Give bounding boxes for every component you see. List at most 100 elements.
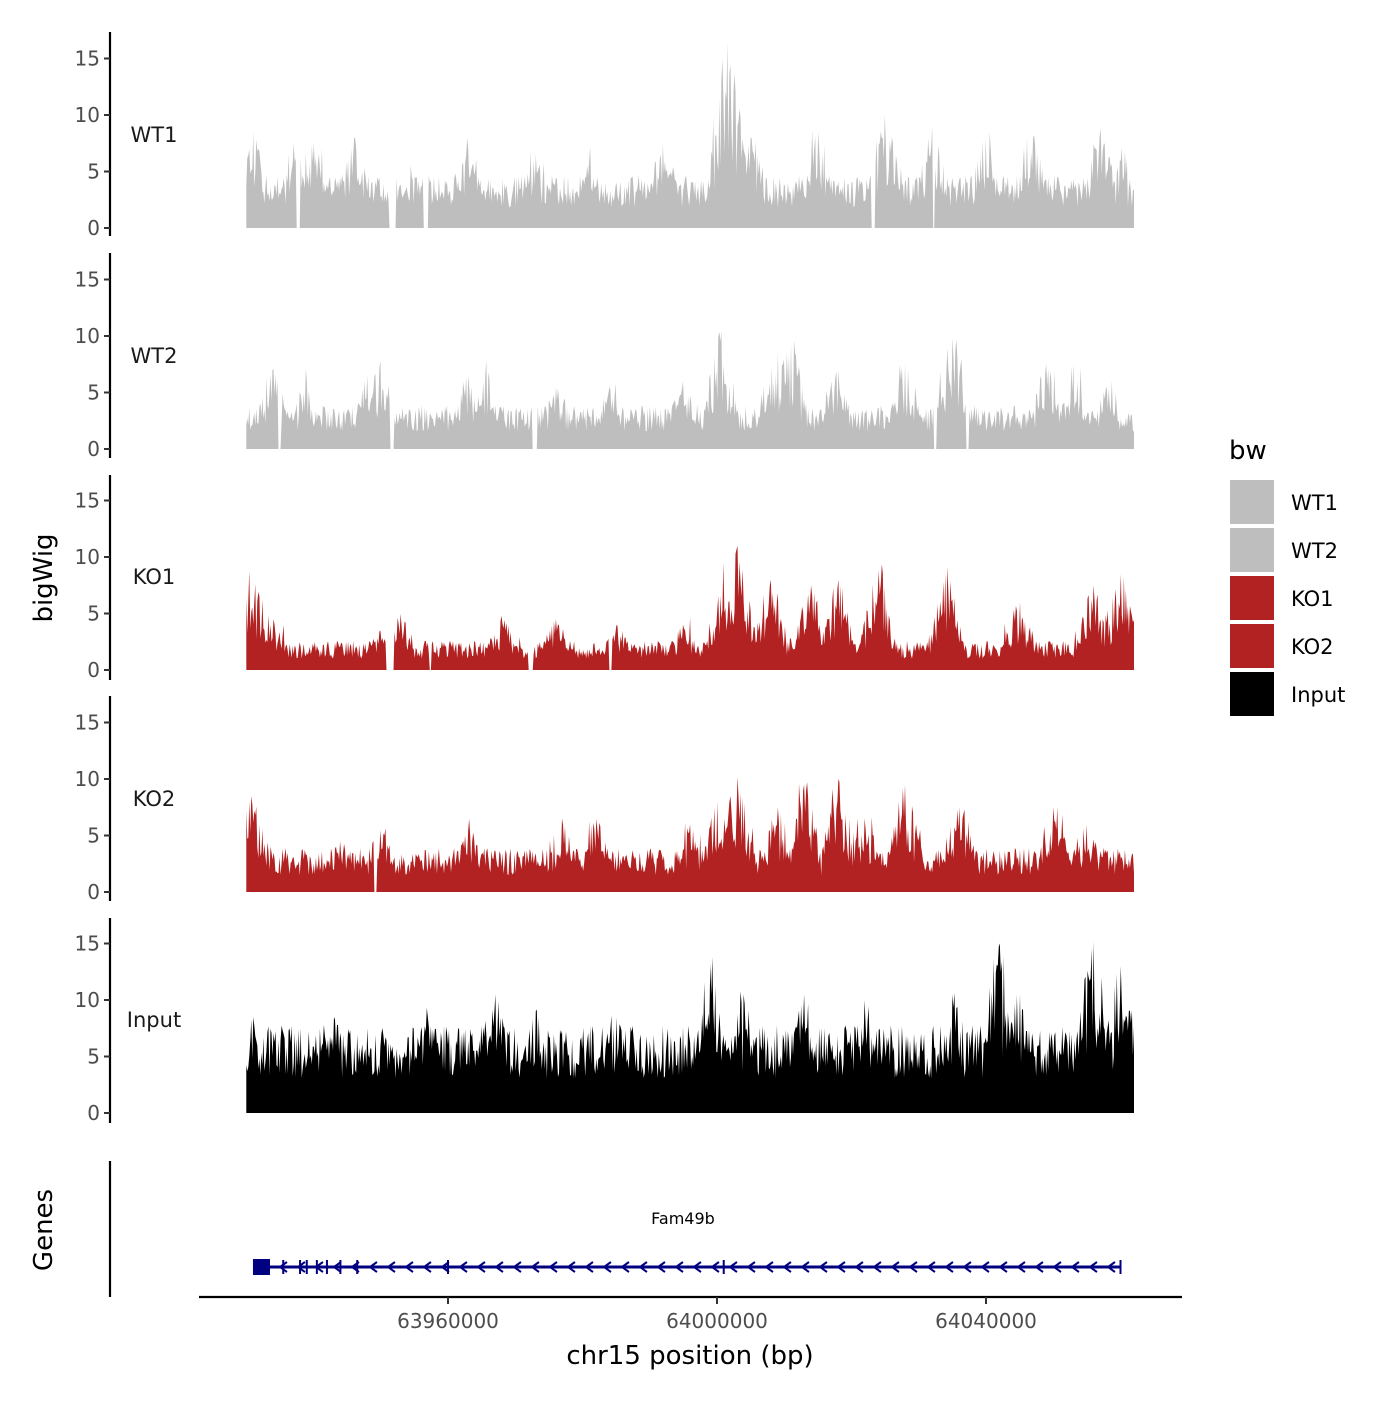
gene-strand-arrow [1106, 1261, 1116, 1273]
gene-strand-arrow [764, 1261, 774, 1273]
gene-strand-arrow [890, 1261, 900, 1273]
track-label-ko1: KO1 [133, 565, 176, 589]
gene-strand-arrow [620, 1261, 630, 1273]
gene-strand-arrow [836, 1261, 846, 1273]
gene-name-label: Fam49b [651, 1209, 715, 1228]
track-label-ko2: KO2 [133, 787, 176, 811]
gene-exon [282, 1260, 285, 1274]
gene-strand-arrow [602, 1261, 612, 1273]
gene-strand-arrow [962, 1261, 972, 1273]
gene-strand-arrow [584, 1261, 594, 1273]
y-tick-label: 0 [87, 658, 100, 682]
gene-strand-arrow [998, 1261, 1008, 1273]
legend-swatch [1230, 576, 1274, 620]
gene-strand-arrow [512, 1261, 522, 1273]
gene-strand-arrow [530, 1261, 540, 1273]
gene-strand-arrow [458, 1261, 468, 1273]
gene-strand-arrow [332, 1261, 342, 1273]
y-tick-label: 5 [87, 824, 100, 848]
gene-exon [305, 1260, 308, 1274]
gene-strand-arrow [692, 1261, 702, 1273]
gene-exon [299, 1260, 302, 1274]
legend-label: Input [1291, 683, 1345, 707]
gene-strand-arrow [476, 1261, 486, 1273]
y-axis-title: bigWig [29, 533, 59, 622]
x-tick-label: 64000000 [666, 1309, 768, 1333]
gene-strand-arrow [1016, 1261, 1026, 1273]
legend-swatch [1230, 672, 1274, 716]
x-tick-label: 64040000 [935, 1309, 1037, 1333]
gene-exon [356, 1260, 359, 1274]
y-tick-label: 10 [75, 545, 100, 569]
y-tick-label: 5 [87, 381, 100, 405]
track-label-wt2: WT2 [131, 344, 178, 368]
gene-strand-arrow [386, 1261, 396, 1273]
gene-strand-arrow [674, 1261, 684, 1273]
gene-strand-arrow [656, 1261, 666, 1273]
gene-exon [447, 1260, 449, 1274]
gene-exon [325, 1260, 328, 1274]
y-tick-label: 10 [75, 103, 100, 127]
track-label-wt1: WT1 [131, 123, 178, 147]
gene-strand-arrow [746, 1261, 756, 1273]
gene-strand-arrow [566, 1261, 576, 1273]
y-tick-label: 15 [75, 711, 100, 735]
gene-strand-arrow [908, 1261, 918, 1273]
gene-strand-arrow [1034, 1261, 1044, 1273]
area-ko1 [246, 545, 1135, 670]
track-ko1: 0 5 10 15 KO1 [75, 475, 1135, 682]
gene-strand-arrow [872, 1261, 882, 1273]
gene-strand-arrow [422, 1261, 432, 1273]
y-tick-label: 0 [87, 880, 100, 904]
y-tick-label: 0 [87, 1101, 100, 1125]
x-axis-title: chr15 position (bp) [566, 1341, 813, 1371]
legend-title: bw [1229, 436, 1267, 466]
track-ko2: 0 5 10 15 KO2 [75, 696, 1135, 904]
gene-strand-arrow [1052, 1261, 1062, 1273]
gene-strand-arrow [782, 1261, 792, 1273]
gene-strand-arrow [1070, 1261, 1080, 1273]
area-wt2 [246, 331, 1135, 449]
gene-exon [252, 1259, 270, 1275]
gene-strand-arrow [638, 1261, 648, 1273]
y-tick-label: 5 [87, 160, 100, 184]
y-tick-label: 0 [87, 216, 100, 240]
gene-exon [315, 1260, 318, 1274]
legend-item-ko2: KO2 [1230, 624, 1334, 668]
gene-strand-arrow [710, 1261, 720, 1273]
y-tick-label: 10 [75, 988, 100, 1012]
legend-swatch [1230, 528, 1274, 572]
legend-swatch [1230, 480, 1274, 524]
gene-exon [722, 1260, 725, 1274]
y-tick-label: 15 [75, 489, 100, 513]
gene-strand-arrow [368, 1261, 378, 1273]
y-tick-label: 5 [87, 1045, 100, 1069]
gene-strand-arrow [818, 1261, 828, 1273]
y-tick-label: 15 [75, 47, 100, 71]
gene-strand-arrow [440, 1261, 450, 1273]
area-wt1 [246, 41, 1135, 228]
track-wt1: 0 5 10 15 WT1 [75, 32, 1135, 240]
y-tick-label: 10 [75, 767, 100, 791]
legend-item-wt1: WT1 [1230, 480, 1338, 524]
gene-strand-arrow [1088, 1261, 1098, 1273]
gene-strand-arrow [926, 1261, 936, 1273]
legend-item-ko1: KO1 [1230, 576, 1334, 620]
legend: bw WT1 WT2 KO1 KO2 Input [1229, 436, 1345, 716]
track-input: 0 5 10 15 Input [75, 918, 1135, 1125]
y-tick-label: 5 [87, 602, 100, 626]
legend-item-input: Input [1230, 672, 1345, 716]
area-ko2 [246, 776, 1135, 892]
gene-track: Fam49b [108, 1161, 1122, 1297]
legend-swatch [1230, 624, 1274, 668]
gene-exon [339, 1260, 342, 1274]
area-input [246, 941, 1135, 1113]
gene-strand-arrow [980, 1261, 990, 1273]
gene-strand-arrow [548, 1261, 558, 1273]
legend-label: WT2 [1291, 539, 1338, 563]
y-tick-label: 15 [75, 268, 100, 292]
x-tick-label: 63960000 [397, 1309, 499, 1333]
gene-strand-arrow [278, 1261, 288, 1273]
